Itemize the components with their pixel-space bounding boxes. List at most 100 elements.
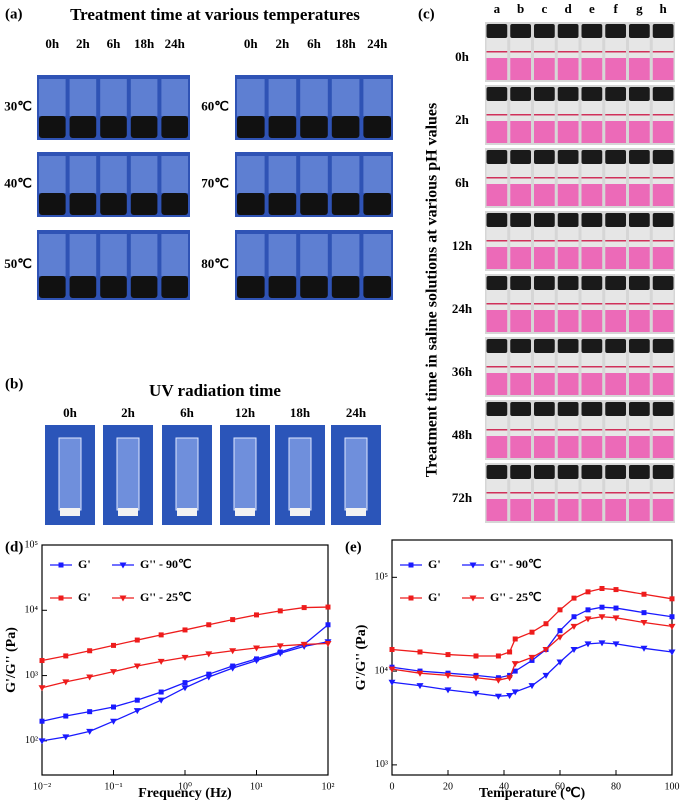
temperature-label: 60℃ — [201, 98, 229, 113]
legend-label: G'' - 90℃ — [490, 557, 541, 571]
vial-glass — [363, 156, 391, 193]
column-label: d — [565, 1, 573, 16]
vial-line — [486, 51, 508, 53]
vial-glass — [39, 234, 66, 276]
data-point — [133, 708, 141, 715]
vial-cap — [605, 24, 626, 38]
sample-base — [346, 508, 366, 516]
data-point — [389, 646, 395, 652]
data-point — [111, 704, 116, 710]
vial-cap — [510, 87, 531, 101]
sample-base — [118, 508, 138, 516]
vial-line — [652, 492, 674, 494]
vial-liquid — [581, 310, 603, 332]
data-point — [86, 728, 94, 735]
data-point — [38, 738, 46, 745]
y-tick-label: 10⁴ — [375, 665, 389, 676]
data-point — [254, 612, 259, 618]
vial-line — [557, 240, 579, 242]
vial-cap — [652, 402, 674, 416]
vial-liquid — [652, 184, 674, 206]
vial-glass — [130, 79, 158, 116]
vial-cap — [363, 193, 391, 215]
vial-line — [605, 303, 626, 305]
sample-base — [290, 508, 310, 516]
time-label: 48h — [452, 427, 473, 442]
data-point — [408, 562, 414, 568]
data-point — [445, 652, 451, 658]
vial-liquid — [510, 499, 531, 521]
vial-glass — [100, 234, 127, 276]
data-point — [253, 645, 260, 652]
vial-line — [510, 303, 531, 305]
data-point — [507, 649, 513, 655]
vial-liquid — [557, 310, 579, 332]
vial-liquid — [557, 247, 579, 269]
vial-liquid — [486, 499, 508, 521]
data-point — [182, 627, 188, 633]
data-point — [640, 619, 648, 626]
data-point — [585, 589, 591, 595]
vial-cap — [605, 402, 626, 416]
data-point — [58, 562, 64, 568]
x-tick-label: 0 — [390, 781, 395, 792]
time-label: 6h — [455, 175, 470, 190]
vial-line — [629, 240, 650, 242]
time-label: 18h — [335, 36, 356, 51]
vial-cap — [486, 150, 508, 164]
data-point — [417, 649, 423, 655]
vial-line — [605, 51, 626, 53]
vial-liquid — [605, 373, 626, 395]
vial-cap — [557, 87, 579, 101]
vial-line — [510, 114, 531, 116]
vial-line — [581, 366, 603, 368]
vial-liquid — [510, 310, 531, 332]
x-axis-label: Temperature (℃) — [479, 786, 586, 801]
y-tick-label: 10⁴ — [25, 605, 39, 616]
vial-line — [486, 114, 508, 116]
sample-base — [60, 508, 80, 516]
data-point — [599, 604, 605, 610]
vial-liquid — [486, 310, 508, 332]
vial-line — [534, 366, 555, 368]
vial-liquid — [534, 499, 555, 521]
column-label: h — [660, 1, 668, 16]
vial-glass — [300, 79, 328, 116]
vial-line — [605, 366, 626, 368]
vial-glass — [268, 156, 297, 193]
data-point — [585, 607, 591, 613]
vial-glass — [331, 79, 360, 116]
vial-line — [629, 366, 650, 368]
vial-line — [629, 114, 650, 116]
legend-label: G' — [428, 590, 441, 604]
column-label: f — [613, 1, 618, 16]
vial-cap — [69, 276, 97, 298]
vial-liquid — [652, 436, 674, 458]
time-label: 36h — [452, 364, 473, 379]
vial-liquid — [486, 184, 508, 206]
vial-line — [652, 429, 674, 431]
data-point — [529, 629, 535, 635]
vial-glass — [161, 156, 188, 193]
vial-cap — [486, 465, 508, 479]
vial-line — [510, 240, 531, 242]
vial-line — [534, 51, 555, 53]
vial-glass — [100, 156, 127, 193]
vial-cap — [161, 276, 188, 298]
vial-cap — [652, 213, 674, 227]
vial-cap — [629, 402, 650, 416]
time-label: 6h — [107, 36, 122, 51]
sample-base — [177, 508, 197, 516]
vial-line — [629, 492, 650, 494]
vial-liquid — [510, 58, 531, 80]
vial-liquid — [534, 310, 555, 332]
vial-line — [605, 240, 626, 242]
vial-cap — [534, 339, 555, 353]
data-point — [205, 674, 213, 681]
legend-label: G'' - 25℃ — [490, 590, 541, 604]
vial-cap — [510, 402, 531, 416]
data-point — [669, 596, 675, 602]
vial-cap — [510, 339, 531, 353]
vial-line — [557, 429, 579, 431]
sample-glass — [175, 437, 199, 511]
